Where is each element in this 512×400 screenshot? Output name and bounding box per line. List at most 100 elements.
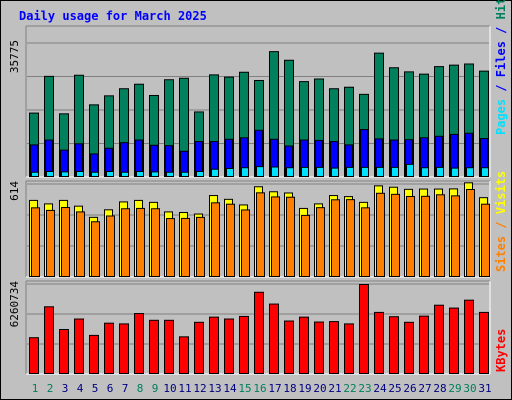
- kbytes-bar: [209, 316, 219, 375]
- sites-bar: [121, 208, 130, 277]
- sites-bar: [166, 218, 175, 277]
- pages-bar: [31, 171, 39, 178]
- series-label-part: Visits: [494, 171, 508, 214]
- series-label-part: /: [494, 77, 508, 99]
- kbytes-bar: [404, 321, 414, 375]
- day-label-2: 2: [47, 382, 54, 395]
- pages-bar: [106, 171, 114, 178]
- sites-bar: [46, 209, 55, 277]
- panel-2-series-label: Sites / Visits: [494, 171, 508, 272]
- sites-bar: [406, 195, 415, 278]
- panel-3: 6260734 KBytes: [8, 280, 508, 375]
- sites-bar: [271, 196, 280, 277]
- kbytes-bar: [254, 291, 264, 375]
- kbytes-bar: [449, 307, 459, 374]
- sites-bar: [136, 207, 145, 277]
- sites-bar: [421, 195, 430, 277]
- panel-1-series-label: Pages / Files / Hits: [494, 0, 508, 135]
- kbytes-bar: [479, 311, 489, 374]
- sites-bar: [436, 194, 445, 277]
- day-label-6: 6: [107, 382, 114, 395]
- kbytes-bar: [29, 337, 39, 374]
- kbytes-bar: [389, 316, 399, 374]
- sites-bar: [61, 207, 70, 277]
- day-label-15: 15: [238, 382, 251, 395]
- kbytes-bar: [104, 322, 114, 375]
- day-label-11: 11: [178, 382, 191, 395]
- pages-bar: [226, 168, 234, 178]
- sites-bar: [211, 202, 220, 277]
- kbytes-bar: [419, 315, 429, 374]
- day-label-28: 28: [433, 382, 446, 395]
- pages-bar: [166, 171, 174, 178]
- kbytes-bar: [269, 303, 279, 374]
- kbytes-bar: [344, 323, 354, 374]
- series-label-part: Sites: [494, 236, 508, 272]
- day-label-29: 29: [448, 382, 461, 395]
- sites-bar: [91, 221, 100, 278]
- day-label-17: 17: [268, 382, 281, 395]
- sites-bar: [226, 203, 235, 277]
- day-label-25: 25: [388, 382, 401, 395]
- day-label-3: 3: [62, 382, 69, 395]
- pages-bar: [241, 167, 249, 177]
- day-label-22: 22: [343, 382, 356, 395]
- day-label-23: 23: [358, 382, 371, 395]
- day-label-5: 5: [92, 382, 99, 395]
- kbytes-bar: [374, 311, 384, 374]
- series-files: [30, 129, 488, 178]
- day-label-26: 26: [403, 382, 416, 395]
- pages-bar: [466, 167, 474, 177]
- series-label-part: Files: [494, 41, 508, 77]
- series-label-part: KBytes: [494, 329, 508, 372]
- day-label-1: 1: [32, 382, 39, 395]
- sites-bar: [466, 188, 475, 277]
- pages-bar: [196, 171, 204, 178]
- pages-bar: [211, 168, 219, 178]
- kbytes-bar: [464, 299, 474, 374]
- panel-2-max-label: 614: [8, 181, 21, 201]
- kbytes-bar: [179, 336, 189, 374]
- kbytes-bar: [224, 318, 234, 374]
- day-label-16: 16: [253, 382, 266, 395]
- panel-1: 35775 Pages / Files / Hits: [8, 0, 508, 178]
- day-label-24: 24: [373, 382, 387, 395]
- day-label-9: 9: [152, 382, 159, 395]
- sites-bar: [376, 192, 385, 277]
- kbytes-bar: [359, 284, 369, 374]
- kbytes-bar: [149, 319, 159, 375]
- sites-bar: [241, 209, 250, 278]
- kbytes-bar: [164, 319, 174, 375]
- day-label-18: 18: [283, 382, 296, 395]
- day-label-7: 7: [122, 382, 129, 395]
- kbytes-bar: [239, 315, 249, 374]
- pages-bar: [421, 167, 429, 177]
- sites-bar: [181, 217, 190, 278]
- kbytes-bar: [89, 334, 99, 374]
- series-label-part: /: [494, 214, 508, 236]
- pages-bar: [301, 166, 309, 178]
- sites-bar: [316, 207, 325, 277]
- pages-bar: [361, 166, 369, 178]
- day-label-4: 4: [77, 382, 84, 395]
- day-label-19: 19: [298, 382, 311, 395]
- kbytes-bar: [329, 321, 339, 374]
- pages-bar: [76, 171, 84, 178]
- kbytes-bar: [59, 329, 69, 375]
- sites-bar: [256, 192, 265, 277]
- pages-bar: [46, 171, 54, 178]
- pages-bar: [436, 166, 444, 178]
- sites-bar: [331, 199, 340, 278]
- pages-bar: [391, 166, 399, 178]
- sites-bar: [301, 214, 310, 277]
- pages-bar: [346, 166, 354, 178]
- day-label-14: 14: [223, 382, 237, 395]
- pages-bar: [256, 166, 264, 177]
- series-sites: [31, 188, 490, 278]
- kbytes-bar: [194, 321, 204, 375]
- panel-1-max-label: 35775: [8, 40, 21, 73]
- sites-bar: [106, 215, 115, 277]
- sites-bar: [361, 207, 370, 277]
- day-label-20: 20: [313, 382, 326, 395]
